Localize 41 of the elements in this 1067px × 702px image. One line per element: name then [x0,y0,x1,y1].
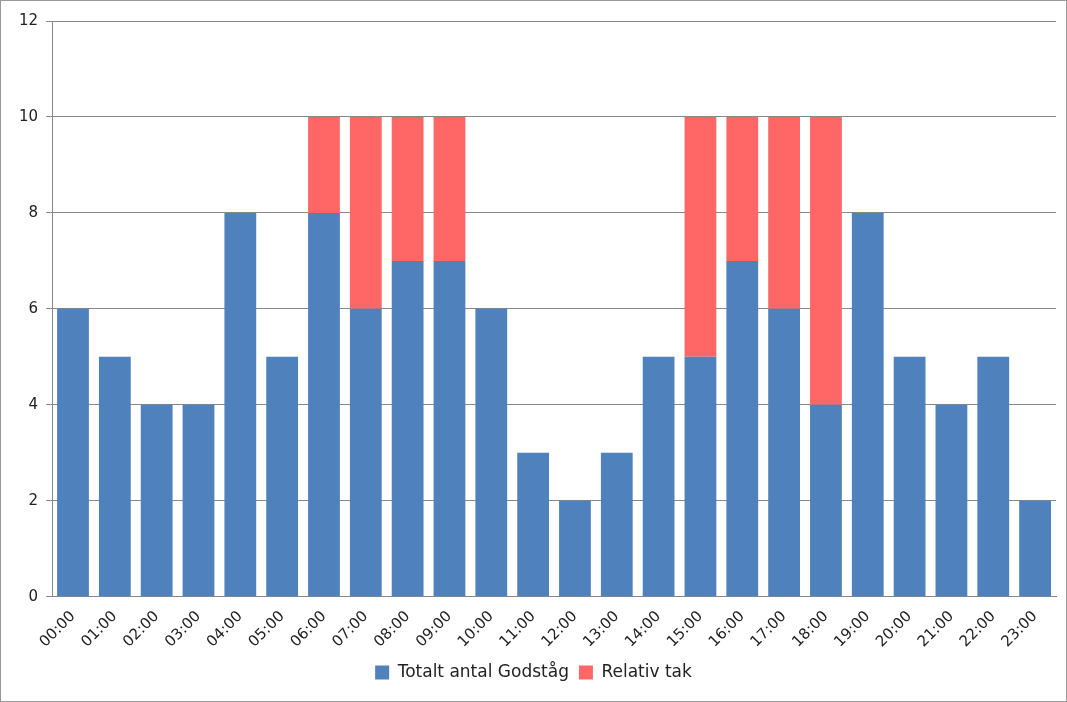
bar [726,116,759,261]
y-tick-label: 2 [28,490,39,509]
bar [57,308,89,597]
bar [308,116,340,213]
bar [140,404,173,597]
y-tick-label: 8 [28,202,39,221]
bar [726,260,759,597]
bar [810,404,842,597]
bar [433,116,466,261]
bar [684,116,717,357]
bar [433,260,466,597]
bar [1019,500,1051,597]
bar [517,452,550,597]
bar [391,260,424,597]
bar [851,212,884,597]
legend-label: Relativ tak [601,660,692,681]
bar [684,356,717,597]
bar [642,356,675,597]
bar [308,212,340,597]
bar [768,308,800,597]
bar [768,116,800,309]
bar [98,356,131,597]
bar [224,212,257,597]
y-tick-label: 0 [28,586,39,605]
bar [349,116,382,309]
bar [810,116,842,405]
bar [475,308,508,597]
bar [266,356,299,597]
bar [600,452,633,597]
y-tick-label: 10 [18,106,39,125]
y-tick-label: 12 [18,10,39,29]
bar [559,500,591,597]
legend-label: Totalt antal Godståg [396,660,569,681]
bar [349,308,382,597]
bar [182,404,215,597]
bar [893,356,926,597]
bar [391,116,424,261]
bar [935,404,968,597]
y-tick-label: 4 [28,394,39,413]
bar [977,356,1010,597]
y-tick-label: 6 [28,298,39,317]
